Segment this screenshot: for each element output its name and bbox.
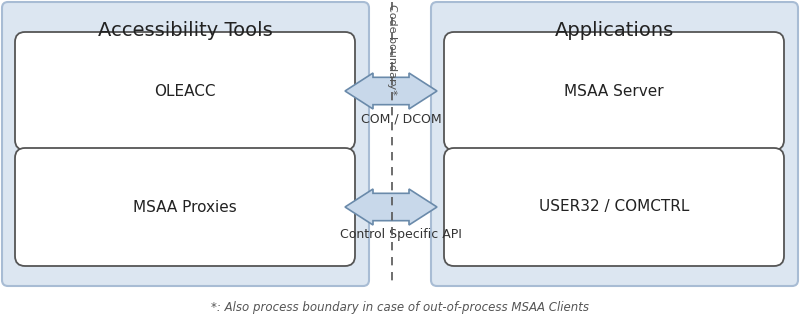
- FancyBboxPatch shape: [444, 148, 784, 266]
- FancyBboxPatch shape: [15, 148, 355, 266]
- Text: *: Also process boundary in case of out-of-process MSAA Clients: *: Also process boundary in case of out-…: [211, 302, 589, 315]
- FancyBboxPatch shape: [431, 2, 798, 286]
- Text: Accessibility Tools: Accessibility Tools: [98, 20, 273, 40]
- Polygon shape: [345, 189, 437, 225]
- Text: Applications: Applications: [555, 20, 674, 40]
- Text: OLEACC: OLEACC: [154, 84, 216, 98]
- Text: Control Specific API: Control Specific API: [340, 228, 462, 241]
- Text: COM / DCOM: COM / DCOM: [361, 112, 442, 125]
- FancyBboxPatch shape: [444, 32, 784, 150]
- Text: MSAA Proxies: MSAA Proxies: [133, 200, 237, 214]
- FancyBboxPatch shape: [15, 32, 355, 150]
- Text: Code boundary*: Code boundary*: [387, 4, 397, 95]
- Polygon shape: [345, 73, 437, 109]
- Text: USER32 / COMCTRL: USER32 / COMCTRL: [539, 200, 689, 214]
- Text: MSAA Server: MSAA Server: [564, 84, 664, 98]
- FancyBboxPatch shape: [2, 2, 369, 286]
